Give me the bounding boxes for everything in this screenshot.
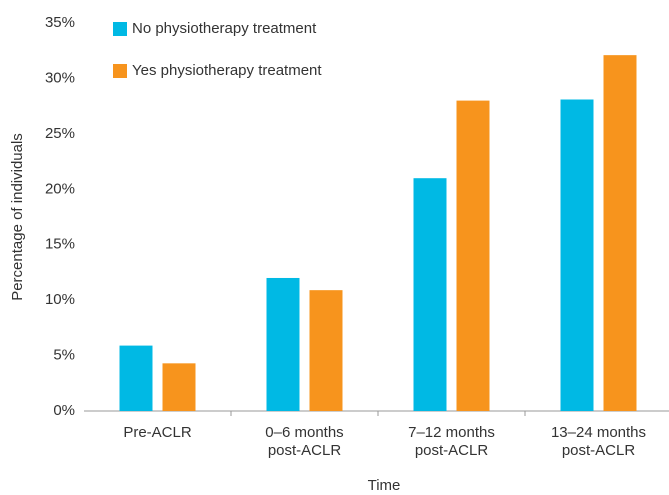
legend-swatch bbox=[113, 22, 127, 36]
legend-label: No physiotherapy treatment bbox=[132, 20, 317, 37]
x-axis-title: Time bbox=[368, 477, 401, 494]
bar bbox=[119, 345, 153, 411]
x-tick-label: Pre-ACLR bbox=[123, 424, 192, 441]
bar bbox=[456, 100, 490, 411]
y-tick-label: 30% bbox=[45, 69, 75, 86]
bar bbox=[266, 277, 300, 411]
y-tick-label: 10% bbox=[45, 291, 75, 308]
bar bbox=[603, 55, 637, 412]
y-tick-label: 35% bbox=[45, 14, 75, 31]
x-tick-label: 13–24 months post-ACLR bbox=[550, 424, 647, 459]
x-tick-label: 0–6 months post-ACLR bbox=[265, 424, 344, 459]
y-tick-label: 25% bbox=[45, 125, 75, 142]
y-axis-title: Percentage of individuals bbox=[9, 133, 26, 301]
y-tick-label: 15% bbox=[45, 236, 75, 253]
y-tick-label: 0% bbox=[53, 402, 75, 419]
legend-label: Yes physiotherapy treatment bbox=[132, 62, 322, 79]
legend-swatch bbox=[113, 64, 127, 78]
bar bbox=[413, 178, 447, 411]
bar bbox=[560, 99, 594, 412]
bar bbox=[309, 290, 343, 411]
x-tick-label: 7–12 months post-ACLR bbox=[408, 424, 495, 459]
y-tick-label: 5% bbox=[53, 347, 75, 364]
y-tick-label: 20% bbox=[45, 180, 75, 197]
bar bbox=[162, 363, 196, 411]
